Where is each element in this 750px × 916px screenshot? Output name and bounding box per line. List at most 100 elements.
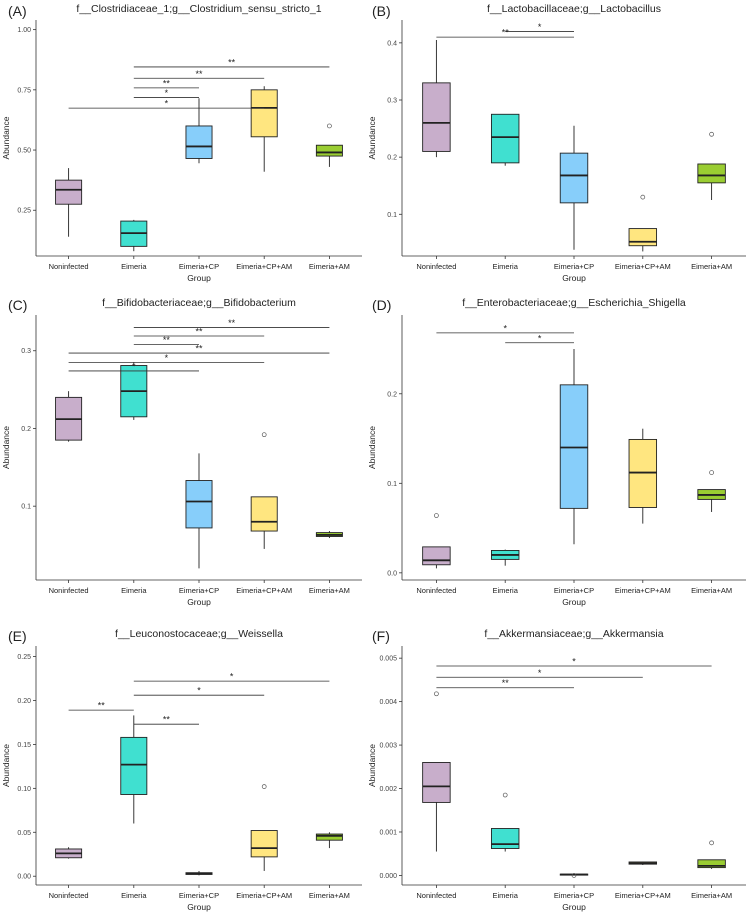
x-axis-title: Group	[187, 902, 211, 912]
x-tick-label: Noninfected	[49, 891, 89, 900]
box-iqr	[422, 762, 451, 803]
box-iqr	[120, 736, 148, 795]
significance-label: **	[195, 69, 203, 79]
panel-label: (D)	[372, 297, 391, 313]
x-tick-label: Eimeria+CP	[179, 262, 219, 271]
box-iqr	[250, 830, 278, 858]
significance-label: **	[98, 701, 106, 711]
x-tick-label: Noninfected	[416, 262, 456, 271]
box-iqr	[315, 833, 343, 841]
box-eimeria	[490, 549, 520, 566]
box-eimeria	[490, 792, 520, 852]
y-tick-label: 1.00	[17, 27, 31, 34]
chart-title: f__Clostridiaceae_1;g__Clostridium_sensu…	[76, 3, 321, 15]
x-tick-label: Eimeria+CP	[179, 891, 219, 900]
box-eimeria-cp-am	[628, 428, 658, 524]
chart-title: f__Leuconostocaceae;g__Weissella	[115, 628, 283, 640]
box-iqr	[185, 480, 213, 529]
chart-title: f__Enterobacteriaceae;g__Escherichia_Shi…	[462, 297, 686, 309]
panel-d: (D) f__Enterobacteriaceae;g__Escherichia_…	[367, 297, 746, 607]
y-tick-label: 0.50	[17, 148, 31, 155]
outlier-point	[571, 873, 577, 878]
significance-label: **	[195, 344, 203, 354]
box-eimeria-cp-am	[250, 432, 278, 549]
box-eimeria-cp	[559, 873, 589, 878]
y-tick-label: 0.004	[379, 699, 397, 706]
x-tick-label: Eimeria+CP+AM	[236, 891, 292, 900]
outlier-point	[261, 432, 267, 438]
box-eimeria	[120, 362, 148, 420]
significance-label: **	[228, 57, 236, 67]
outlier-point	[434, 513, 439, 518]
box-eimeria-am	[315, 123, 343, 167]
panel-f: (F) f__Akkermansiaceae;g__Akkermansia 0.00…	[367, 628, 746, 912]
significance-label: *	[132, 361, 136, 371]
box-noninfected	[55, 847, 83, 859]
box-noninfected	[422, 691, 451, 852]
x-tick-label: Noninfected	[49, 586, 89, 595]
x-axis-title: Group	[562, 597, 586, 607]
y-tick-label: 0.002	[379, 786, 397, 793]
box-iqr	[490, 828, 520, 849]
y-axis-title: Abundance	[367, 744, 377, 787]
box-eimeria-cp-am	[628, 194, 658, 252]
x-tick-label: Eimeria+CP+AM	[236, 262, 292, 271]
y-axis-title: Abundance	[367, 116, 377, 159]
significance-label: *	[165, 353, 169, 363]
y-tick-label: 0.1	[387, 212, 397, 219]
significance-label: **	[163, 715, 171, 725]
box-eimeria-cp-am	[250, 86, 278, 172]
outlier-point	[502, 792, 508, 798]
x-tick-label: Eimeria+AM	[691, 586, 732, 595]
panel-e: (E) f__Leuconostocaceae;g__Weissella 0.00 0…	[1, 628, 362, 912]
box-noninfected	[422, 513, 451, 569]
x-tick-label: Eimeria+AM	[691, 891, 732, 900]
significance-label: **	[502, 28, 510, 38]
y-tick-label: 0.0	[387, 570, 397, 577]
x-axis-title: Group	[187, 273, 211, 283]
y-tick-label: 0.2	[387, 391, 397, 398]
y-tick-label: 0.15	[17, 742, 31, 749]
significance-label: **	[502, 678, 510, 688]
significance-label: *	[197, 686, 201, 696]
chart-title: f__Akkermansiaceae;g__Akkermansia	[484, 628, 663, 640]
box-eimeria-am	[315, 531, 343, 539]
box-iqr	[422, 546, 451, 566]
y-tick-label: 0.05	[17, 830, 31, 837]
box-iqr	[250, 496, 278, 532]
panel-label: (A)	[8, 3, 27, 19]
outlier-point	[709, 131, 714, 137]
box-eimeria-am	[697, 840, 726, 869]
x-tick-label: Eimeria	[121, 262, 147, 271]
y-tick-label: 0.4	[387, 40, 397, 47]
x-axis-title: Group	[562, 902, 586, 912]
panel-a: (A) f__Clostridiaceae_1;g__Clostridium_se…	[1, 3, 362, 283]
box-eimeria-cp	[185, 98, 213, 164]
y-axis-title: Abundance	[1, 116, 11, 159]
x-tick-label: Eimeria+CP	[554, 891, 594, 900]
x-tick-label: Noninfected	[416, 586, 456, 595]
y-tick-label: 0.2	[21, 426, 31, 433]
y-tick-label: 0.10	[17, 786, 31, 793]
box-iqr	[697, 163, 726, 184]
y-axis-title: Abundance	[1, 744, 11, 787]
significance-label: *	[572, 656, 576, 666]
chart-title: f__Lactobacillaceae;g__Lactobacillus	[487, 3, 661, 15]
box-eimeria-cp-am	[628, 861, 658, 866]
panel-label: (C)	[8, 297, 27, 313]
y-axis-title: Abundance	[1, 426, 11, 469]
y-tick-label: 0.1	[387, 481, 397, 488]
box-iqr	[490, 113, 520, 164]
significance-label: *	[165, 88, 169, 98]
box-noninfected	[55, 391, 83, 442]
outlier-point	[640, 194, 646, 200]
y-tick-label: 0.003	[379, 743, 397, 750]
box-eimeria-am	[697, 470, 726, 512]
outlier-point	[709, 470, 714, 475]
box-eimeria	[490, 113, 520, 166]
box-eimeria-cp-am	[250, 784, 278, 871]
y-tick-label: 0.00	[17, 874, 31, 881]
y-tick-label: 0.001	[379, 829, 397, 836]
x-tick-label: Eimeria+AM	[309, 586, 350, 595]
